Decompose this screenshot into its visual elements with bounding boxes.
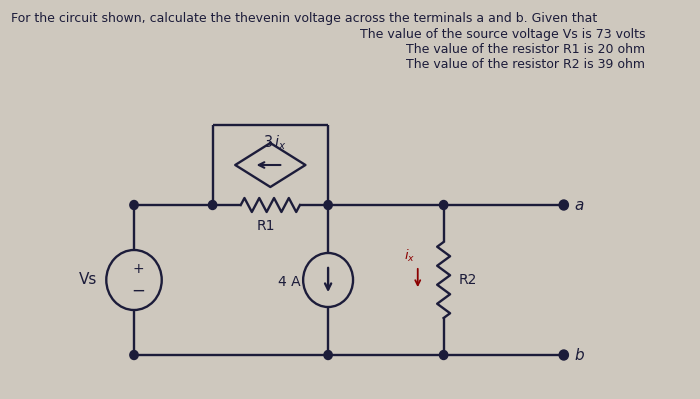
Text: −: −	[132, 282, 146, 300]
Text: The value of the resistor R2 is 39 ohm: The value of the resistor R2 is 39 ohm	[406, 58, 645, 71]
Text: $i_x$: $i_x$	[404, 248, 415, 264]
Circle shape	[130, 201, 138, 209]
Circle shape	[559, 200, 568, 210]
Text: a: a	[575, 198, 584, 213]
Circle shape	[324, 350, 332, 359]
Text: R2: R2	[458, 273, 477, 287]
Text: b: b	[575, 348, 584, 363]
Text: The value of the source voltage Vs is 73 volts: The value of the source voltage Vs is 73…	[360, 28, 645, 41]
Text: For the circuit shown, calculate the thevenin voltage across the terminals a and: For the circuit shown, calculate the the…	[11, 12, 597, 25]
Text: Vs: Vs	[78, 273, 97, 288]
Circle shape	[324, 201, 332, 209]
Text: The value of the resistor R1 is 20 ohm: The value of the resistor R1 is 20 ohm	[406, 43, 645, 56]
Circle shape	[440, 350, 448, 359]
Circle shape	[130, 350, 138, 359]
Text: +: +	[133, 262, 144, 276]
Circle shape	[559, 350, 568, 360]
Text: 4 A: 4 A	[278, 275, 300, 289]
Text: R1: R1	[256, 219, 275, 233]
Text: $3\,i_x$: $3\,i_x$	[263, 133, 287, 152]
Circle shape	[440, 201, 448, 209]
Circle shape	[209, 201, 217, 209]
